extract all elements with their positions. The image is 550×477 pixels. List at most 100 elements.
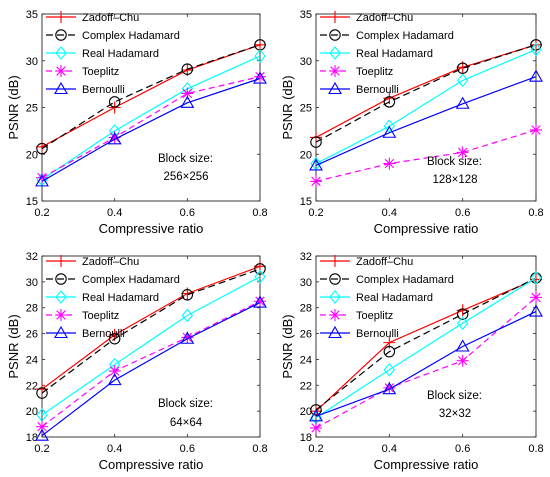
legend-marker — [55, 46, 67, 60]
legend-label: Complex Hadamard — [82, 274, 180, 286]
legend-label: Bernoulli — [356, 328, 399, 340]
legend-marker — [55, 11, 67, 23]
series-line — [41, 276, 261, 416]
data-point — [530, 271, 542, 285]
y-tick-label: 28 — [300, 303, 312, 315]
data-point — [382, 382, 397, 395]
legend: Zadoff–Chu Complex Hadamard Real Hadamard T… — [46, 255, 180, 340]
block-size-annotation: Block size: — [158, 153, 213, 165]
legend-marker — [329, 255, 341, 267]
y-tick-label: 22 — [300, 380, 312, 392]
data-point — [36, 420, 48, 433]
data-point — [383, 362, 396, 377]
legend-label: Toeplitz — [356, 66, 393, 78]
data-point — [108, 131, 121, 144]
legend: Zadoff–Chu Complex Hadamard Real Hadamard T… — [46, 11, 180, 96]
y-tick-label: 30 — [300, 56, 312, 68]
data-point — [35, 174, 49, 187]
legend-marker — [55, 65, 67, 77]
x-tick-label: 0.4 — [107, 443, 122, 455]
data-point — [382, 125, 397, 138]
y-tick-label: 35 — [300, 9, 312, 21]
legend-marker — [55, 273, 67, 285]
y-axis-label: PSNR (dB) — [280, 314, 295, 378]
x-tick-label: 0.4 — [382, 207, 397, 219]
x-tick-label: 0.6 — [455, 207, 470, 219]
series-line — [41, 55, 261, 180]
series-line — [315, 76, 537, 167]
legend-label: Zadoff–Chu — [356, 256, 413, 268]
x-tick-label: 0.8 — [528, 443, 543, 455]
data-point — [456, 316, 469, 331]
block-size-annotation: 32×32 — [439, 408, 471, 420]
data-point — [529, 304, 543, 317]
legend-label: Zadoff–Chu — [356, 12, 413, 24]
data-point — [309, 158, 323, 171]
x-tick-label: 0.2 — [308, 207, 323, 219]
y-tick-label: 35 — [26, 9, 38, 21]
data-point — [455, 339, 470, 352]
legend-marker — [328, 325, 342, 339]
data-point — [254, 295, 266, 308]
series-5 — [35, 71, 267, 187]
y-tick-label: 25 — [26, 103, 38, 115]
series-line — [41, 265, 261, 390]
series-line — [41, 77, 261, 182]
data-point — [36, 387, 48, 399]
series-line — [41, 300, 261, 428]
y-tick-label: 22 — [26, 380, 38, 392]
series-line — [41, 44, 261, 150]
data-point — [181, 63, 194, 75]
x-tick-label: 0.8 — [528, 207, 543, 219]
legend-label: Toeplitz — [82, 310, 119, 322]
block-size-annotation: Block size: — [158, 398, 213, 410]
legend-marker — [328, 81, 342, 95]
legend-label: Zadoff–Chu — [82, 256, 139, 268]
data-point — [107, 132, 122, 145]
block-size-annotation: Block size: — [427, 156, 482, 168]
legend-label: Real Hadamard — [356, 48, 433, 60]
block-size-annotation: 64×64 — [170, 417, 203, 429]
x-tick-label: 0.4 — [107, 207, 122, 219]
x-tick-label: 0.2 — [308, 443, 323, 455]
data-point — [383, 381, 396, 394]
y-tick-label: 32 — [300, 251, 312, 263]
data-point — [383, 345, 396, 358]
data-point — [181, 331, 194, 344]
legend: Zadoff–Chu Complex Hadamard Real Hadamard T… — [320, 255, 454, 340]
y-tick-label: 32 — [26, 251, 38, 263]
legend-label: Complex Hadamard — [356, 30, 454, 42]
data-point — [107, 373, 122, 386]
data-point — [254, 49, 266, 63]
x-axis-label: Compressive ratio — [374, 457, 479, 472]
series-line — [315, 44, 537, 143]
data-point — [530, 291, 542, 304]
series-line — [315, 277, 537, 419]
plot-area — [315, 13, 537, 202]
series-line — [315, 129, 537, 182]
data-point — [253, 295, 267, 308]
legend-marker — [54, 81, 68, 95]
data-point — [383, 157, 396, 170]
chart-panel-1: 0.2 0.4 0.6 0.8 15 20 25 30 35 Compressive ratio P… — [6, 9, 268, 236]
data-point — [108, 96, 121, 108]
y-tick-label: 25 — [300, 103, 312, 115]
data-point — [310, 175, 322, 188]
legend-label: Real Hadamard — [82, 292, 159, 304]
data-point — [253, 71, 267, 84]
y-axis-label: PSNR (dB) — [280, 75, 295, 139]
data-point — [530, 38, 542, 51]
y-tick-label: 18 — [300, 432, 312, 444]
legend-marker — [329, 65, 341, 77]
legend-label: Toeplitz — [82, 66, 119, 78]
data-point — [181, 308, 194, 323]
x-tick-label: 0.8 — [252, 443, 267, 455]
data-point — [254, 269, 266, 284]
legend-marker — [329, 29, 341, 41]
y-tick-label: 15 — [300, 196, 312, 208]
y-tick-label: 30 — [26, 56, 38, 68]
x-tick-label: 0.2 — [34, 207, 49, 219]
x-tick-label: 0.6 — [180, 207, 195, 219]
y-axis-label: PSNR (dB) — [6, 75, 21, 139]
chart-panel-4: 0.2 0.4 0.6 0.8 18 20 22 24 26 28 30 32 Compressive … — [280, 251, 544, 472]
